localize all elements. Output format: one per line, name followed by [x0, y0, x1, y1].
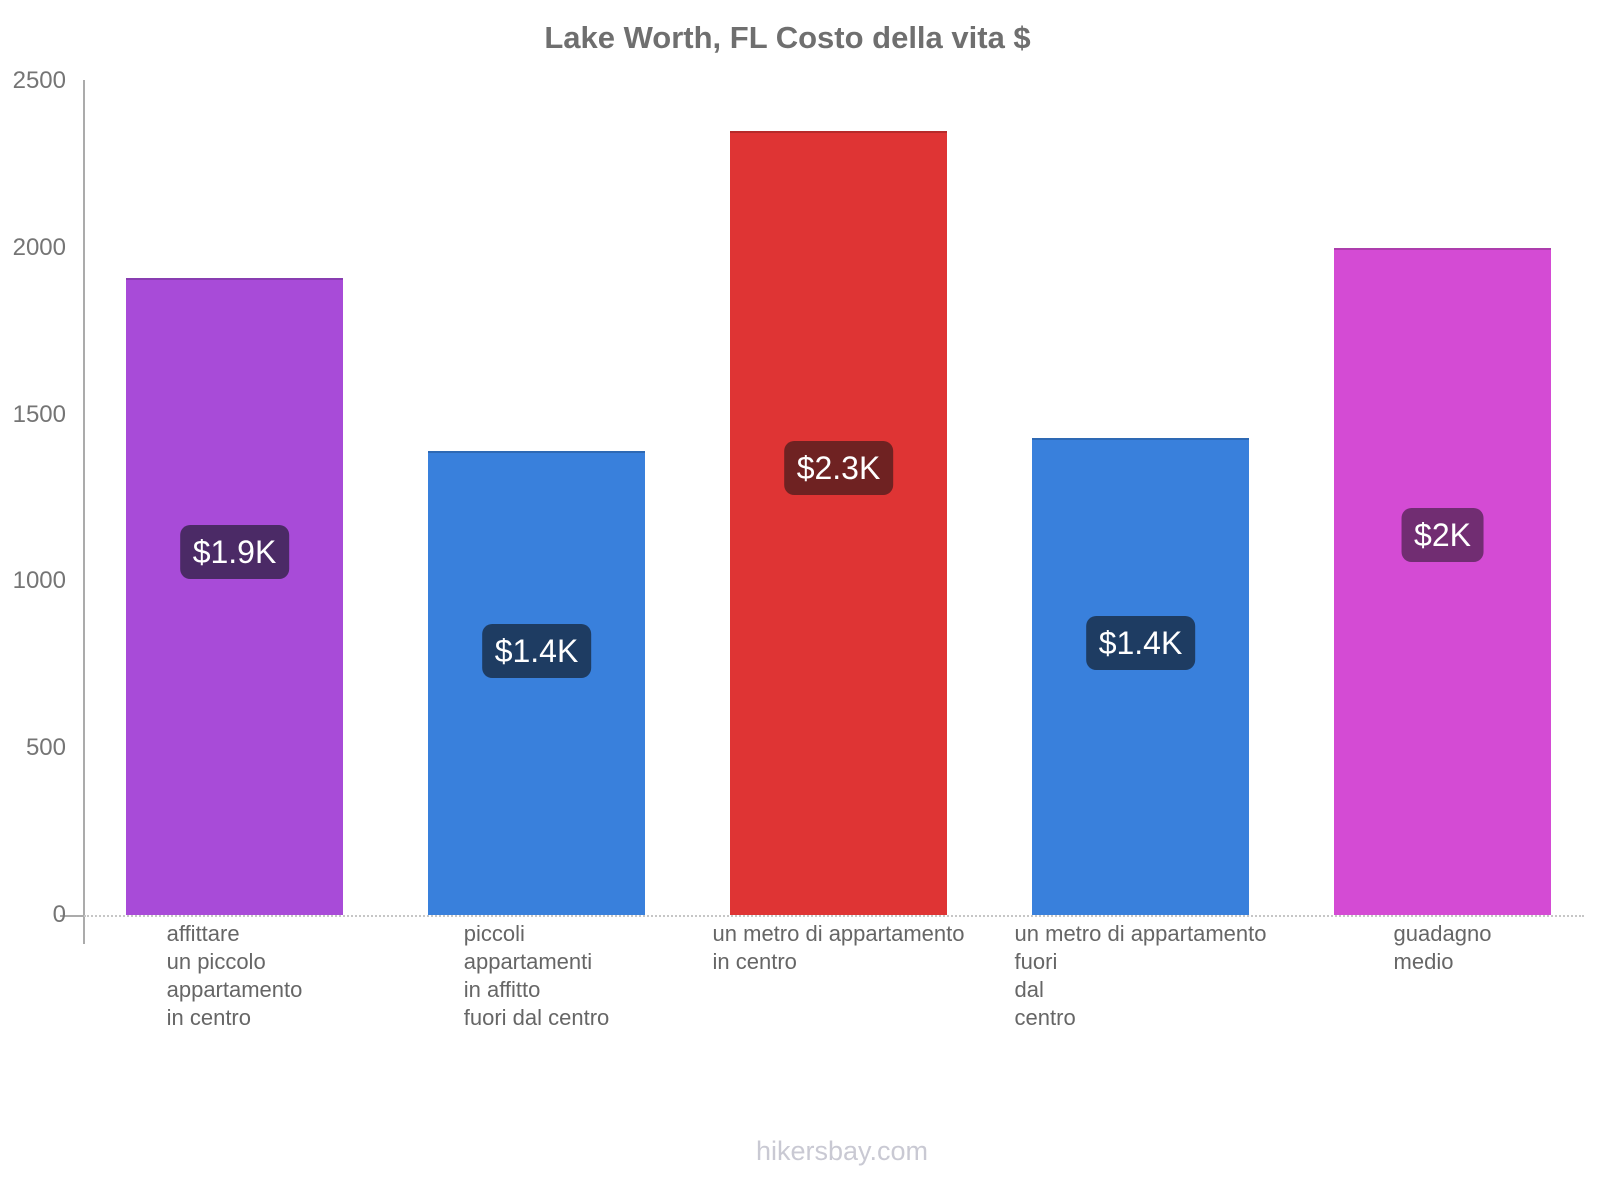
bar: [730, 131, 947, 915]
y-tick-label: 2000: [12, 233, 66, 261]
value-badge: $2K: [1401, 507, 1484, 562]
value-badge: $1.4K: [481, 623, 592, 678]
bar: [428, 451, 645, 915]
y-tick-label: 1000: [12, 567, 66, 595]
value-badge: $2.3K: [783, 441, 894, 496]
value-badge: $1.4K: [1085, 616, 1196, 671]
category-label: affittare un piccolo appartamento in cen…: [166, 921, 303, 1030]
category-label: un metro di appartamento in centro: [712, 921, 965, 974]
x-axis-baseline: [84, 915, 1584, 917]
y-tick-label: 1500: [12, 400, 66, 428]
y-tick-label: 500: [25, 734, 66, 762]
bar: [1032, 437, 1249, 915]
y-tick-label: 2500: [12, 67, 66, 94]
zero-tick-mark: [60, 915, 84, 917]
category-label: piccoli appartamenti in affitto fuori da…: [463, 921, 610, 1030]
y-axis-line: [83, 80, 85, 944]
watermark: hikersbay.com: [755, 1136, 929, 1166]
category-label: un metro di appartamento fuori dal centr…: [1014, 921, 1267, 1030]
category-label: guadagno medio: [1393, 921, 1492, 974]
y-tick-label: 0: [52, 901, 66, 928]
chart-title: Lake Worth, FL Costo della vita $: [544, 20, 1031, 55]
value-badge: $1.9K: [179, 524, 290, 579]
bar: [1334, 247, 1551, 915]
bar: [126, 277, 343, 915]
